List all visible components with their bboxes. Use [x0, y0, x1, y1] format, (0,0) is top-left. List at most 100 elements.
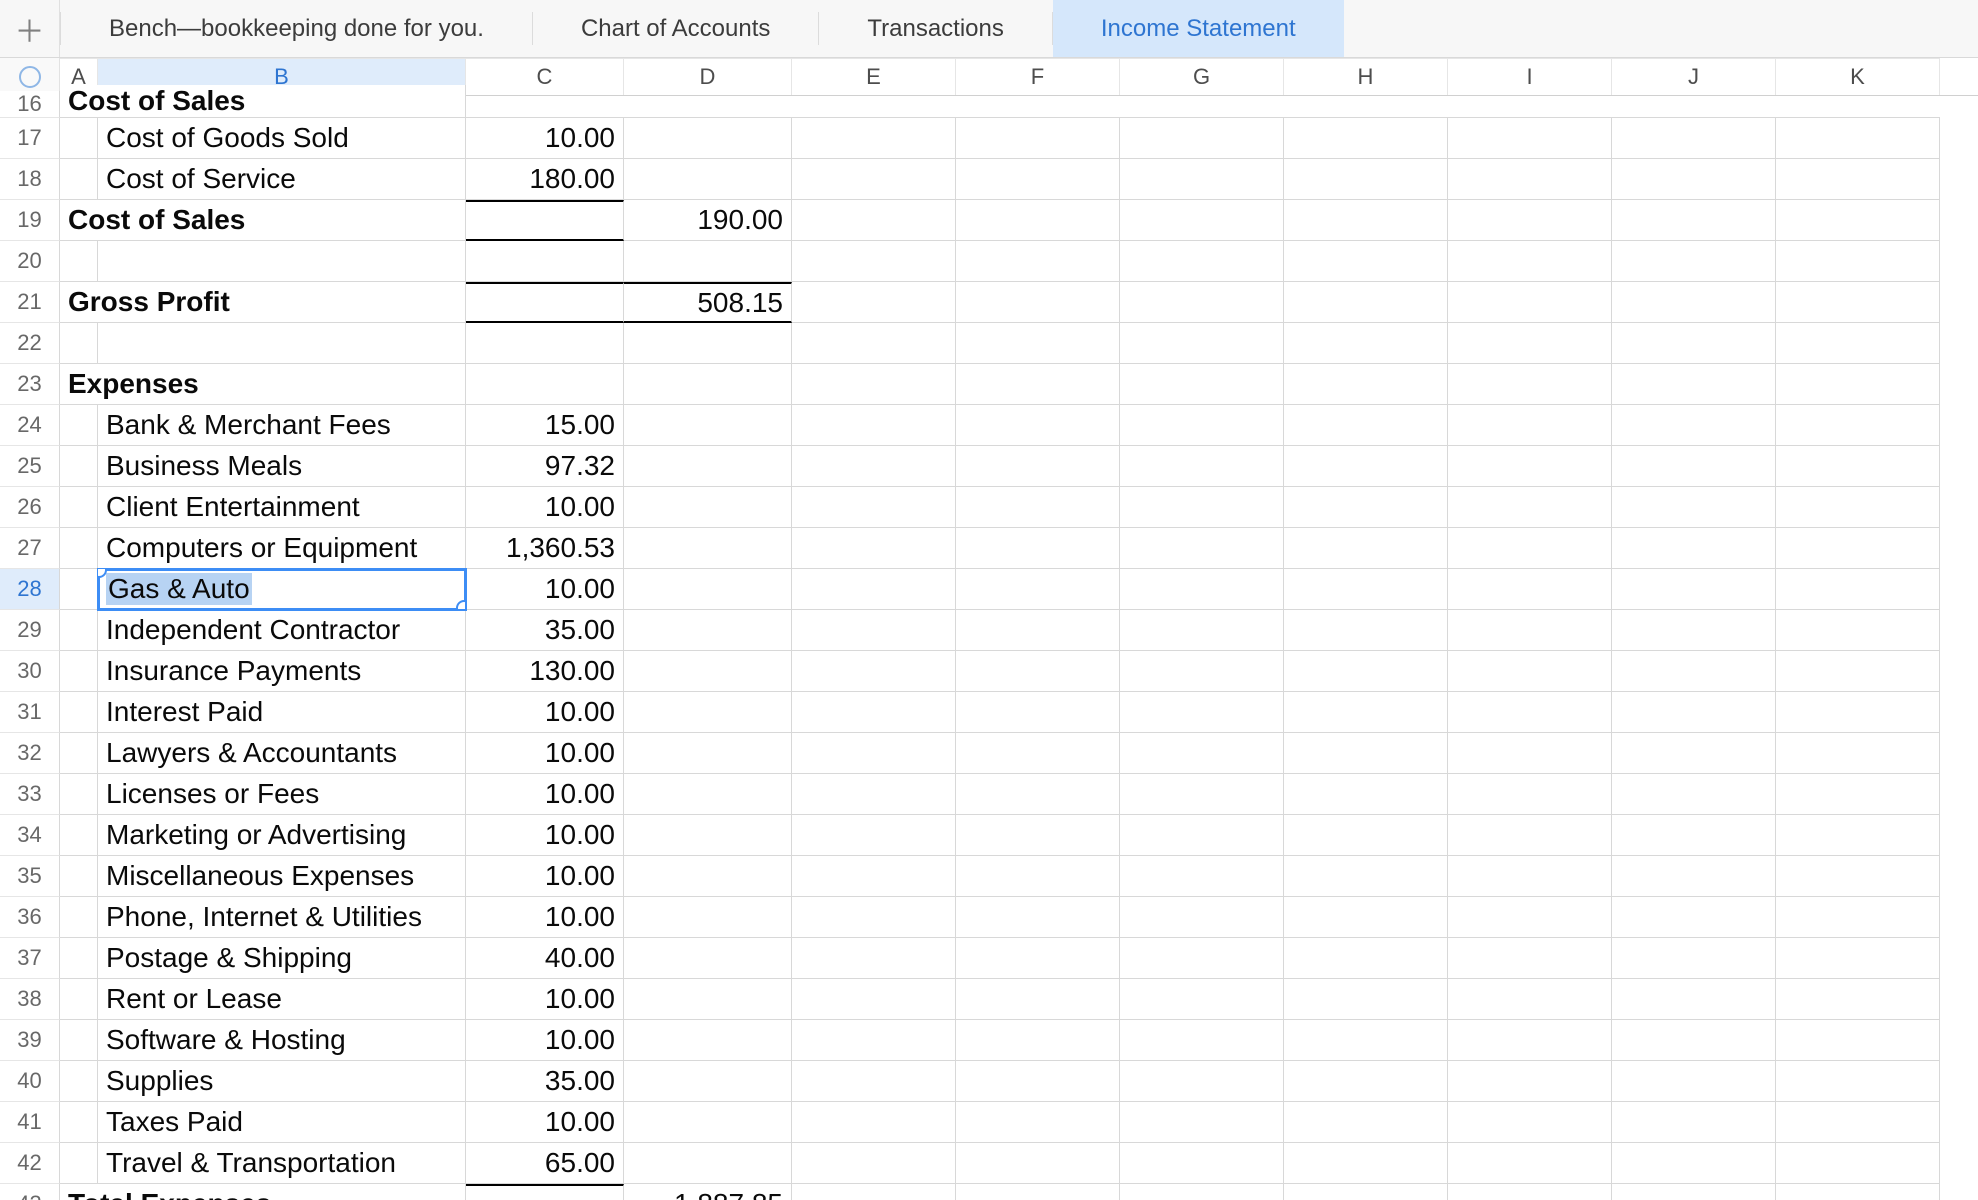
row-header[interactable]: 42: [0, 1143, 60, 1184]
cell-F38[interactable]: [956, 979, 1120, 1020]
cell-D32[interactable]: [624, 733, 792, 774]
row-header[interactable]: 20: [0, 241, 60, 282]
row-header[interactable]: 21: [0, 282, 60, 323]
cell-H35[interactable]: [1284, 856, 1448, 897]
cell-C26[interactable]: 10.00: [466, 487, 624, 528]
cell-D17[interactable]: [624, 118, 792, 159]
cell-C37[interactable]: 40.00: [466, 938, 624, 979]
cell-J36[interactable]: [1612, 897, 1776, 938]
cell-A29[interactable]: [60, 610, 98, 651]
cell-G17[interactable]: [1120, 118, 1284, 159]
cell-J28[interactable]: [1612, 569, 1776, 610]
row-header[interactable]: 38: [0, 979, 60, 1020]
cell-J41[interactable]: [1612, 1102, 1776, 1143]
cell-B26[interactable]: Client Entertainment: [98, 487, 466, 528]
cell-K35[interactable]: [1776, 856, 1940, 897]
column-header-J[interactable]: J: [1612, 58, 1776, 95]
cell-K41[interactable]: [1776, 1102, 1940, 1143]
cell-F42[interactable]: [956, 1143, 1120, 1184]
column-header-D[interactable]: D: [624, 58, 792, 95]
cell-A17[interactable]: [60, 118, 98, 159]
row-header[interactable]: 39: [0, 1020, 60, 1061]
cell-G42[interactable]: [1120, 1143, 1284, 1184]
cell-G27[interactable]: [1120, 528, 1284, 569]
select-all-corner[interactable]: [0, 58, 60, 95]
cell-E22[interactable]: [792, 323, 956, 364]
cell-E24[interactable]: [792, 405, 956, 446]
cell-C34[interactable]: 10.00: [466, 815, 624, 856]
cell-B42[interactable]: Travel & Transportation: [98, 1143, 466, 1184]
cell-D29[interactable]: [624, 610, 792, 651]
cell-G41[interactable]: [1120, 1102, 1284, 1143]
row-header[interactable]: 41: [0, 1102, 60, 1143]
cell-B24[interactable]: Bank & Merchant Fees: [98, 405, 466, 446]
cell-E31[interactable]: [792, 692, 956, 733]
cell-I43[interactable]: [1448, 1184, 1612, 1200]
cell-H28[interactable]: [1284, 569, 1448, 610]
cell-A26[interactable]: [60, 487, 98, 528]
cell-E19[interactable]: [792, 200, 956, 241]
cell-F33[interactable]: [956, 774, 1120, 815]
cell-E36[interactable]: [792, 897, 956, 938]
cell-H38[interactable]: [1284, 979, 1448, 1020]
cell-B30[interactable]: Insurance Payments: [98, 651, 466, 692]
cell-K22[interactable]: [1776, 323, 1940, 364]
row-header[interactable]: 29: [0, 610, 60, 651]
cell-D28[interactable]: [624, 569, 792, 610]
cell-G22[interactable]: [1120, 323, 1284, 364]
column-header-I[interactable]: I: [1448, 58, 1612, 95]
cell-B34[interactable]: Marketing or Advertising: [98, 815, 466, 856]
cell-A21[interactable]: Gross Profit: [60, 282, 466, 323]
cell-G39[interactable]: [1120, 1020, 1284, 1061]
column-header-H[interactable]: H: [1284, 58, 1448, 95]
cell-H33[interactable]: [1284, 774, 1448, 815]
cell-F43[interactable]: [956, 1184, 1120, 1200]
spreadsheet-grid[interactable]: 16Cost of Sales17Cost of Goods Sold10.00…: [0, 96, 1978, 1200]
cell-I32[interactable]: [1448, 733, 1612, 774]
cell-K27[interactable]: [1776, 528, 1940, 569]
cell-I23[interactable]: [1448, 364, 1612, 405]
cell-H18[interactable]: [1284, 159, 1448, 200]
cell-G24[interactable]: [1120, 405, 1284, 446]
cell-E30[interactable]: [792, 651, 956, 692]
cell-K23[interactable]: [1776, 364, 1940, 405]
cell-E26[interactable]: [792, 487, 956, 528]
cell-F39[interactable]: [956, 1020, 1120, 1061]
cell-F35[interactable]: [956, 856, 1120, 897]
cell-D36[interactable]: [624, 897, 792, 938]
row-header[interactable]: 26: [0, 487, 60, 528]
cell-C27[interactable]: 1,360.53: [466, 528, 624, 569]
cell-D41[interactable]: [624, 1102, 792, 1143]
cell-D18[interactable]: [624, 159, 792, 200]
cell-A34[interactable]: [60, 815, 98, 856]
cell-E32[interactable]: [792, 733, 956, 774]
row-header[interactable]: 36: [0, 897, 60, 938]
cell-I39[interactable]: [1448, 1020, 1612, 1061]
cell-H24[interactable]: [1284, 405, 1448, 446]
sheet-tab[interactable]: Bench—bookkeeping done for you.: [61, 0, 532, 57]
cell-C22[interactable]: [466, 323, 624, 364]
cell-E42[interactable]: [792, 1143, 956, 1184]
cell-A36[interactable]: [60, 897, 98, 938]
cell-I20[interactable]: [1448, 241, 1612, 282]
cell-F24[interactable]: [956, 405, 1120, 446]
cell-D43[interactable]: 1,887.85: [624, 1184, 792, 1200]
cell-H23[interactable]: [1284, 364, 1448, 405]
cell-K20[interactable]: [1776, 241, 1940, 282]
cell-B18[interactable]: Cost of Service: [98, 159, 466, 200]
cell-F22[interactable]: [956, 323, 1120, 364]
cell-G23[interactable]: [1120, 364, 1284, 405]
cell-H32[interactable]: [1284, 733, 1448, 774]
cell-J34[interactable]: [1612, 815, 1776, 856]
cell-I41[interactable]: [1448, 1102, 1612, 1143]
cell-E28[interactable]: [792, 569, 956, 610]
cell-E37[interactable]: [792, 938, 956, 979]
cell-D20[interactable]: [624, 241, 792, 282]
cell-I34[interactable]: [1448, 815, 1612, 856]
cell-H30[interactable]: [1284, 651, 1448, 692]
cell-H26[interactable]: [1284, 487, 1448, 528]
cell-J40[interactable]: [1612, 1061, 1776, 1102]
cell-D40[interactable]: [624, 1061, 792, 1102]
cell-I21[interactable]: [1448, 282, 1612, 323]
cell-K42[interactable]: [1776, 1143, 1940, 1184]
